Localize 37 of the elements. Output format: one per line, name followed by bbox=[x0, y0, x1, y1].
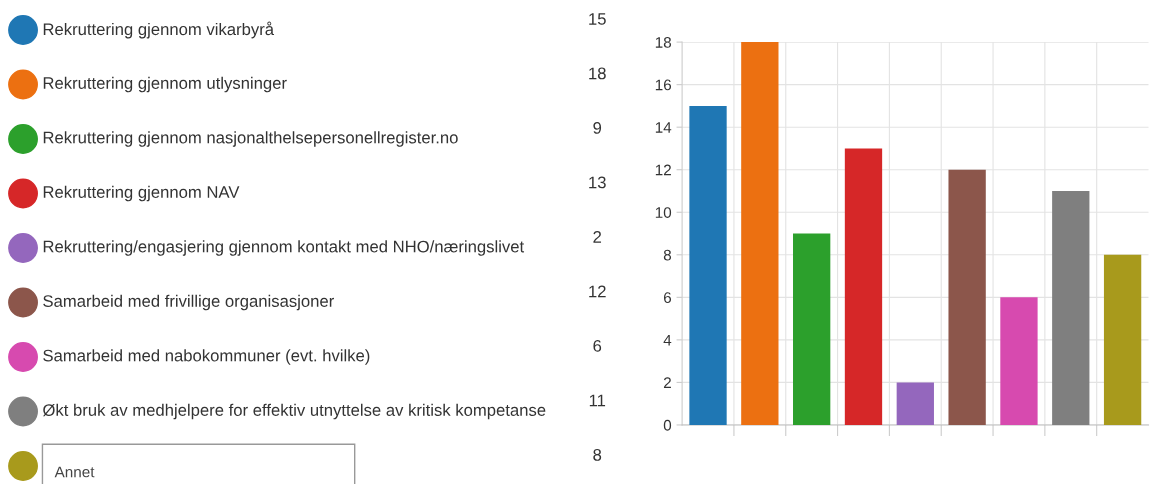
y-tick-label: 8 bbox=[663, 249, 672, 261]
y-tick-label: 16 bbox=[655, 79, 672, 91]
category-label: Rekruttering gjennom utlysninger bbox=[43, 76, 287, 93]
data-label: 11 bbox=[589, 394, 606, 407]
data-label: 2 bbox=[593, 230, 602, 243]
category-label: Økt bruk av medhjelpere for effektiv utnyttelse av kritisk kompetanse bbox=[43, 403, 546, 420]
data-label: 13 bbox=[589, 176, 606, 189]
bar bbox=[1000, 297, 1038, 425]
y-tick-label: 2 bbox=[663, 377, 671, 388]
data-label: 12 bbox=[589, 285, 606, 298]
bar bbox=[1052, 190, 1090, 425]
bar bbox=[896, 382, 934, 425]
y-tick-label: 0 bbox=[663, 419, 672, 431]
category-label: Rekruttering gjennom vikarbyrå bbox=[43, 21, 275, 39]
category-label: Samarbeid med nabokommuner (evt. hvilke) bbox=[43, 349, 370, 365]
data-label: 9 bbox=[593, 121, 602, 134]
y-tick-label: 10 bbox=[655, 207, 672, 218]
data-label: 6 bbox=[593, 339, 602, 352]
bar bbox=[793, 233, 831, 425]
data-label: 18 bbox=[589, 67, 606, 80]
category-label: Samarbeid med frivillige organisasjoner bbox=[43, 294, 334, 311]
category-label: Rekruttering gjennom NAV bbox=[43, 185, 240, 202]
category-label: Rekruttering gjennom nasjonalthelsepersonellregister.no bbox=[43, 131, 458, 147]
bar bbox=[1103, 254, 1142, 425]
y-tick-label: 4 bbox=[663, 334, 672, 346]
y-tick-label: 18 bbox=[655, 36, 672, 48]
bar bbox=[741, 42, 779, 425]
bar bbox=[689, 105, 727, 425]
y-tick-label: 14 bbox=[655, 122, 672, 133]
y-tick-label: 6 bbox=[663, 292, 672, 304]
data-label: 15 bbox=[589, 13, 606, 25]
category-label: Annet bbox=[54, 466, 95, 478]
bar bbox=[948, 169, 986, 425]
data-label: 8 bbox=[593, 448, 602, 461]
y-tick-label: 12 bbox=[655, 164, 671, 176]
category-label: Rekruttering/engasjering gjennom kontakt med NHO/næringslivet bbox=[43, 240, 525, 256]
bar bbox=[844, 148, 883, 425]
